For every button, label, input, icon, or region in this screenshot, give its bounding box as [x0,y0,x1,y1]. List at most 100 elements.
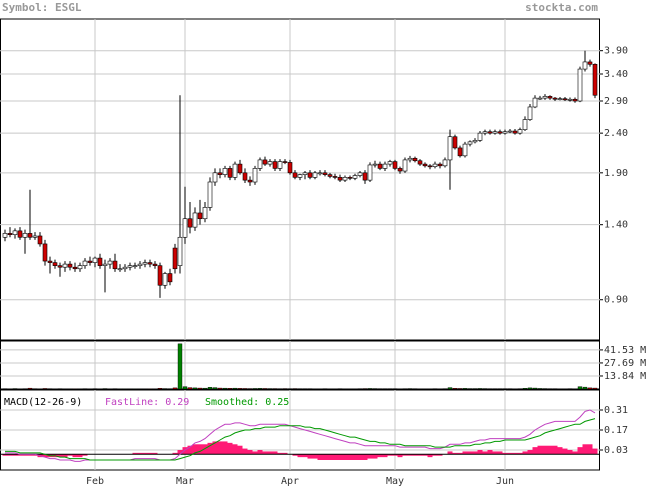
candle-body [142,262,148,265]
volume-bar [582,386,588,390]
volume-bar [187,387,193,390]
macd-histogram-bar [457,452,463,455]
candle-body [302,172,308,175]
candle-body [47,260,53,263]
macd-histogram-bar [257,450,263,455]
macd-histogram-bar [82,454,88,456]
candle-body [97,257,103,266]
candle-body [237,163,243,174]
candle-body [427,165,433,168]
macd-histogram-bar [352,454,358,460]
volume-bar [157,388,163,390]
volume-bar [252,388,258,390]
candle-body [372,163,378,166]
candle-body [322,172,328,175]
candle-body [422,163,428,167]
macd-histogram-bar [357,454,363,460]
macd-histogram-bar [222,441,228,455]
volume-bar [457,388,463,390]
candle-body [287,162,293,174]
volume-bar [237,388,243,390]
legend-entry: FastLine: 0.29 [105,397,189,408]
volume-bar [227,388,233,390]
macd-histogram-bar [462,451,468,455]
macd-histogram-bar [242,448,248,455]
macd-histogram-bar [582,444,588,455]
candle-body [232,163,238,178]
macd-histogram-bar [487,450,493,455]
volume-bar [217,387,223,390]
y-tick-label: 2.40 [604,128,628,139]
macd-histogram-bar [467,451,473,455]
candle-body [447,136,453,161]
macd-histogram-bar [262,451,268,455]
macd-histogram-bar [547,445,553,455]
macd-histogram-bar [302,454,308,458]
y-tick-label: 1.90 [604,168,628,179]
macd-histogram-bar [492,451,498,455]
y-tick-label: 3.40 [604,69,628,80]
candle-body [507,130,513,133]
macd-histogram-bar [67,454,73,456]
x-tick-label: Apr [281,476,299,486]
macd-histogram-bar [417,454,423,456]
macd-histogram-bar [232,444,238,455]
candle-body [72,266,78,270]
macd-histogram-bar [327,454,333,460]
macd-histogram-bar [407,454,413,456]
candle-body [102,263,108,266]
candle-body [527,106,533,120]
legend-entry: Smoothed: 0.25 [205,397,289,408]
candle-body [377,163,383,169]
candle-body [277,161,283,169]
macd-histogram-bar [192,444,198,455]
candle-body [517,129,523,134]
candle-body [317,172,323,175]
volume-bar [202,387,208,390]
candle-body [582,61,588,70]
candle-body [57,265,63,268]
macd-line [5,418,596,461]
macd-histogram-bar [552,445,558,455]
candle-body [222,168,228,175]
candle-body [112,260,118,270]
macd-histogram-bar [177,450,183,455]
macd-histogram-bar [432,454,438,456]
candle-body [267,161,273,165]
macd-histogram-bar [297,454,303,458]
volume-bar [527,387,533,390]
candle-body [52,262,58,266]
volume-bar [537,388,543,390]
candle-body [312,172,318,178]
candle-body [77,265,83,270]
x-tick-label: Jun [496,476,514,486]
macd-histogram-bar [32,454,38,456]
candle-body [577,68,583,102]
macd-histogram-bar [7,454,13,456]
macd-histogram-bar [562,448,568,455]
macd-histogram-bar [497,451,503,455]
candle-body [167,273,173,283]
candle-body [452,136,458,149]
candle-body [127,265,133,268]
candle-body [482,131,488,134]
candle-body [512,130,518,134]
candle-body [362,172,368,181]
macd-histogram-bar [337,454,343,460]
macd-histogram-bar [77,454,83,458]
candle-body [492,131,498,134]
candle-body [257,159,263,169]
candle-body [202,207,208,220]
volume-bar [197,387,203,390]
macd-histogram-bar [392,454,398,456]
volume-bar [262,388,268,390]
macd-histogram-bar [387,454,393,456]
volume-bar [27,387,33,390]
candle-body [402,159,408,172]
candle-body [412,157,418,162]
volume-bar [462,388,468,390]
macd-histogram-bar [57,454,63,458]
macd-histogram-bar [172,452,178,455]
candle-body [272,161,278,169]
